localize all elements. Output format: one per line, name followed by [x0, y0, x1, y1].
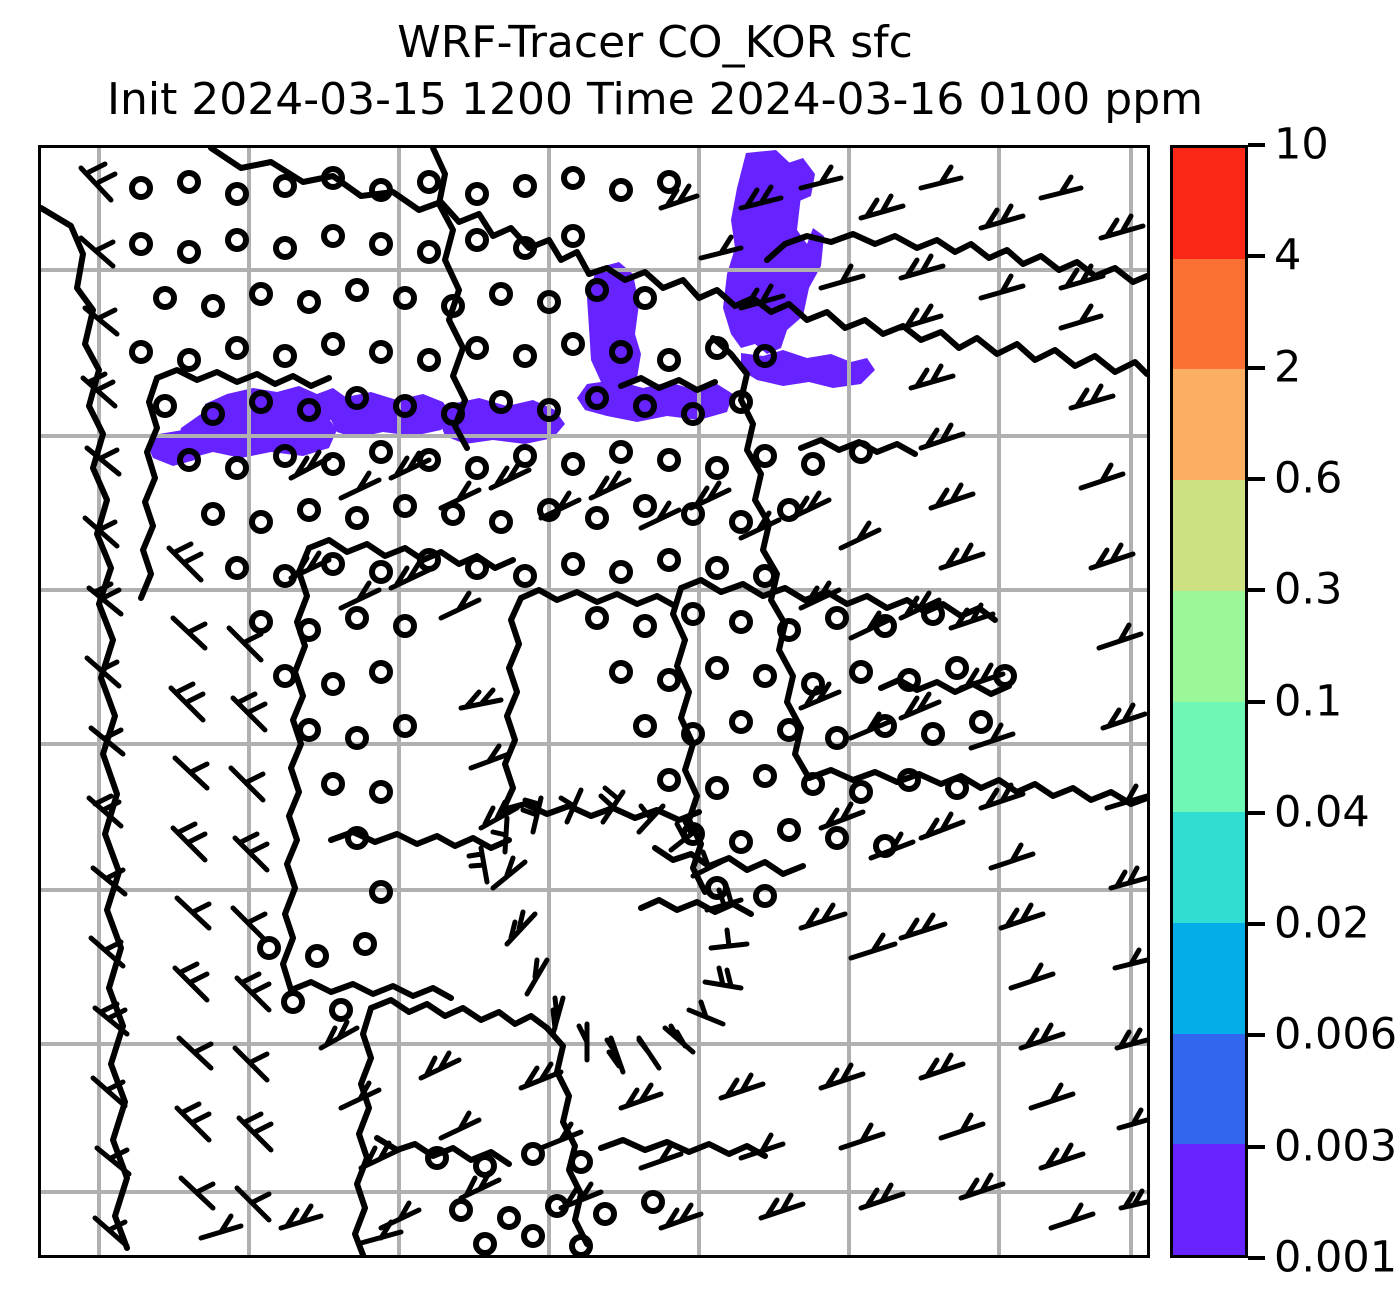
colorbar-band-0.006 [1173, 1033, 1245, 1145]
colorbar-band-0.1 [1173, 701, 1245, 813]
colorbar [1170, 145, 1248, 1258]
tick-mark [1248, 1256, 1265, 1260]
tick-label: 10 [1274, 119, 1329, 170]
colorbar-band-0.02 [1173, 922, 1245, 1034]
map-svg [41, 148, 1147, 1255]
map-inner [41, 148, 1147, 1255]
tick-label: 0.001 [1274, 1232, 1398, 1283]
barb-group-north [658, 164, 1146, 311]
tick-mark [1248, 810, 1265, 815]
tick-label: 0.04 [1274, 787, 1370, 838]
tick-label: 4 [1274, 230, 1302, 281]
map-plot-area [38, 145, 1150, 1258]
tick-label: 0.6 [1274, 453, 1343, 504]
tick-mark [1248, 254, 1265, 259]
barb-group-w [166, 541, 274, 1223]
chart-title-line2: Init 2024-03-15 1200 Time 2024-03-16 010… [106, 74, 1204, 125]
tick-mark [1248, 1033, 1265, 1038]
tick-label: 0.02 [1274, 898, 1370, 949]
tick-mark [1248, 922, 1265, 927]
colorbar-band-4 [1173, 258, 1245, 370]
barb-group-center [458, 687, 750, 1075]
tick-label: 2 [1274, 342, 1302, 393]
colorbar-band-0.003 [1173, 1144, 1245, 1256]
barb-group-east [898, 303, 1147, 1231]
tick-mark [1248, 588, 1265, 593]
colorbar-band-0.3 [1173, 590, 1245, 702]
barb-group-south [198, 1019, 1006, 1246]
tick-mark [1248, 1144, 1265, 1149]
tick-mark [1248, 476, 1265, 481]
colorbar-band-2 [1173, 369, 1245, 481]
colorbar-band-0.04 [1173, 812, 1245, 923]
colorbar-band-10 [1173, 148, 1245, 259]
tick-mark [1248, 143, 1265, 147]
barb-group-nw [78, 161, 132, 1249]
wind-barb-field [78, 161, 1147, 1255]
tick-label: 0.006 [1274, 1009, 1398, 1060]
tick-label: 0.3 [1274, 564, 1343, 615]
tick-label: 0.003 [1274, 1121, 1398, 1172]
chart-title: WRF-Tracer CO_KOR sfc Init 2024-03-15 12… [0, 14, 1310, 128]
colorbar-tick-labels: 10 4 2 0.6 0.3 0.1 0.04 0.02 0.006 0.003 0.001 [1248, 123, 1398, 1279]
chart-title-line1: WRF-Tracer CO_KOR sfc [397, 17, 913, 68]
barb-group-mid [288, 449, 966, 961]
tick-label: 0.1 [1274, 676, 1343, 726]
tick-mark [1248, 699, 1265, 704]
colorbar-band-0.6 [1173, 480, 1245, 591]
map-gridlines [41, 148, 1147, 1255]
tick-mark [1248, 365, 1265, 370]
